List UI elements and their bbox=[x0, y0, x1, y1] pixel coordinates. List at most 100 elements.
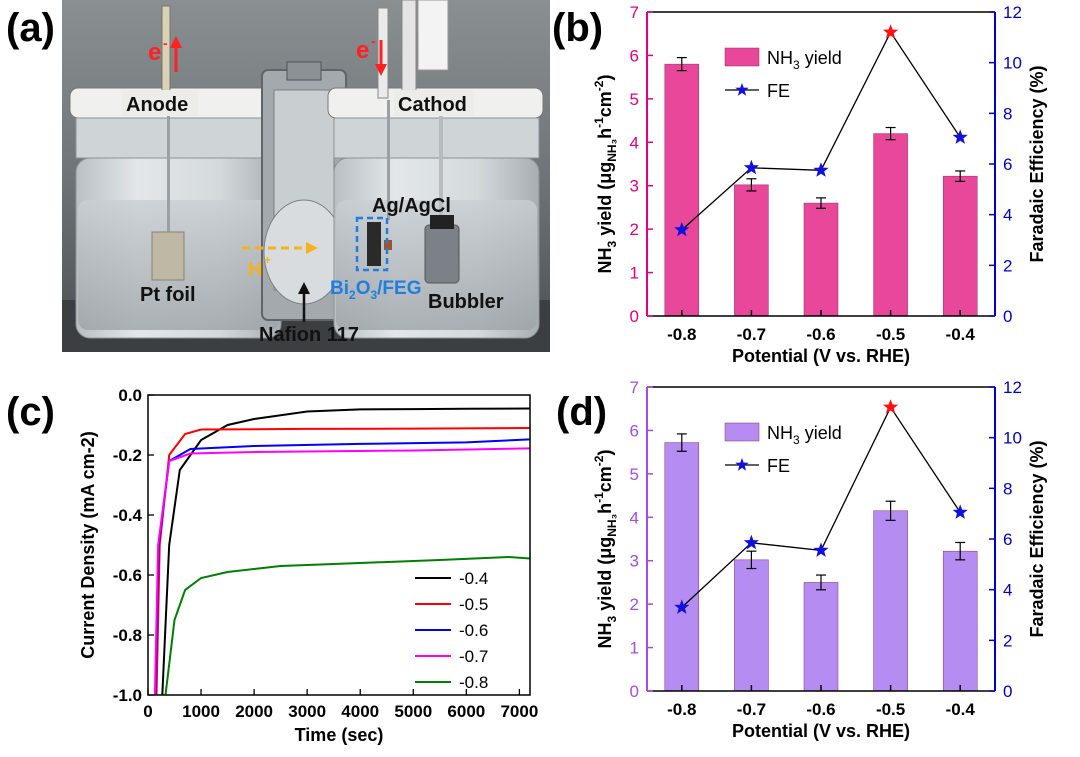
legend-label--0.4: -0.4 bbox=[459, 569, 488, 588]
x-axis-title: Potential (V vs. RHE) bbox=[732, 721, 910, 741]
right-tick-label: 8 bbox=[1003, 104, 1012, 123]
left-axis-title: NH3 yield (μgNH₃h-1cm-2) bbox=[592, 450, 619, 649]
left-tick-label: 4 bbox=[630, 508, 639, 527]
legend-label--0.6: -0.6 bbox=[459, 621, 488, 640]
fe-point--0.5 bbox=[883, 24, 899, 39]
bar--0.4 bbox=[942, 550, 978, 692]
right-tick-label: 10 bbox=[1003, 429, 1022, 448]
bi2o3-label: Bi2O3/FEG bbox=[330, 278, 422, 302]
right-tick-label: 2 bbox=[1003, 256, 1012, 275]
legend-swatch-bar bbox=[724, 47, 760, 67]
cell-photograph: e - e - Anode Cathod Pt foil H + Ag/AgCl… bbox=[62, 0, 550, 352]
right-axis-title: Faradaic Efficiency (%) bbox=[1027, 65, 1047, 262]
left-tick-label: 1 bbox=[630, 639, 639, 658]
left-tick-label: 7 bbox=[630, 3, 639, 22]
right-tick-label: 0 bbox=[1003, 682, 1012, 701]
svg-text:-: - bbox=[371, 33, 376, 49]
pt-foil bbox=[151, 231, 185, 281]
bar--0.6 bbox=[803, 202, 839, 317]
clamp bbox=[261, 61, 347, 321]
right-tick-label: 2 bbox=[1003, 631, 1012, 650]
left-tick-label: 7 bbox=[630, 378, 639, 397]
left-tick-label: 6 bbox=[630, 421, 639, 440]
bar--0.8 bbox=[664, 442, 700, 692]
series-line--0.7 bbox=[153, 447, 531, 696]
fe-point--0.6 bbox=[813, 162, 829, 177]
right-tick-label: 10 bbox=[1003, 54, 1022, 73]
x-tick-label: -0.8 bbox=[667, 325, 696, 344]
legend-swatch-bar bbox=[724, 422, 760, 442]
right-tick-label: 12 bbox=[1003, 3, 1022, 22]
legend-label-fe: FE bbox=[767, 81, 790, 101]
ag-agcl-label: Ag/AgCl bbox=[372, 195, 451, 217]
x-tick-label: -0.4 bbox=[946, 325, 976, 344]
fe-point--0.8 bbox=[674, 221, 690, 237]
fe-point--0.5 bbox=[883, 399, 899, 414]
bar--0.8 bbox=[664, 63, 700, 317]
y-axis-title: Current Density (mA cm-2) bbox=[78, 431, 98, 658]
series-line--0.8 bbox=[164, 555, 531, 696]
x-tick-label: -0.4 bbox=[946, 700, 976, 719]
legend-label-nh3: NH3 yield bbox=[767, 48, 842, 72]
left-tick-label: 0 bbox=[630, 307, 639, 326]
x-tick-label: -0.5 bbox=[876, 700, 905, 719]
left-axis-title: NH3 yield (μgNH₃h-1cm-2) bbox=[592, 75, 619, 274]
panel-label-b: (b) bbox=[552, 6, 604, 50]
x-tick-label: 7000 bbox=[500, 702, 538, 721]
x-tick-label: 2000 bbox=[235, 702, 273, 721]
panel-label-d: (d) bbox=[556, 390, 608, 434]
x-tick-label: 5000 bbox=[394, 702, 432, 721]
right-tick-label: 12 bbox=[1003, 378, 1022, 397]
bubbler-label: Bubbler bbox=[428, 291, 504, 313]
e-label-left: e bbox=[148, 39, 161, 66]
panel-label-c: (c) bbox=[6, 390, 55, 434]
legend-label--0.8: -0.8 bbox=[459, 673, 488, 692]
y-tick-label: -0.4 bbox=[113, 506, 143, 525]
x-tick-label: -0.6 bbox=[806, 325, 835, 344]
fe-point--0.8 bbox=[674, 599, 690, 614]
cathode-label: Cathod bbox=[398, 94, 467, 116]
y-tick-label: 0.0 bbox=[118, 386, 142, 405]
right-axis-title: Faradaic Efficiency (%) bbox=[1027, 440, 1047, 637]
x-tick-label: -0.7 bbox=[737, 325, 766, 344]
plot-frame bbox=[147, 394, 531, 696]
legend-star-fe bbox=[735, 458, 749, 471]
bar--0.7 bbox=[734, 184, 769, 317]
x-tick-label: 1000 bbox=[182, 702, 220, 721]
bar--0.4 bbox=[942, 175, 978, 317]
series-line--0.4 bbox=[161, 407, 531, 696]
fe-point--0.6 bbox=[813, 542, 829, 557]
fe-point--0.4 bbox=[952, 129, 968, 144]
left-tick-label: 6 bbox=[630, 46, 639, 65]
left-tick-label: 2 bbox=[630, 595, 639, 614]
x-tick-label: -0.8 bbox=[667, 700, 696, 719]
x-axis-title: Potential (V vs. RHE) bbox=[732, 346, 910, 366]
right-tick-label: 4 bbox=[1003, 206, 1012, 225]
left-tick-label: 3 bbox=[630, 177, 639, 196]
bar--0.5 bbox=[873, 133, 908, 317]
left-tick-label: 4 bbox=[630, 133, 639, 152]
x-axis-title: Time (sec) bbox=[295, 725, 384, 745]
bubbler-stone bbox=[424, 224, 460, 284]
dashed-highlight-box bbox=[355, 216, 389, 272]
legend-star-fe bbox=[735, 83, 749, 96]
y-tick-label: -0.8 bbox=[113, 626, 142, 645]
fe-point--0.7 bbox=[743, 534, 759, 550]
right-tick-label: 6 bbox=[1003, 155, 1012, 174]
right-tick-label: 8 bbox=[1003, 479, 1012, 498]
y-tick-label: -0.6 bbox=[113, 566, 142, 585]
left-tick-label: 2 bbox=[630, 220, 639, 239]
x-tick-label: 6000 bbox=[447, 702, 485, 721]
x-tick-label: -0.7 bbox=[737, 700, 766, 719]
chart-c-current-density: 0 1000 2000 3000 4000 5000 6000 7000 0.0 -0.2 -0.4… bbox=[78, 386, 538, 745]
legend-label-nh3: NH3 yield bbox=[767, 423, 842, 447]
left-tick-label: 0 bbox=[630, 682, 639, 701]
nafion-label: Nafion 117 bbox=[259, 324, 359, 346]
left-tick-label: 3 bbox=[630, 552, 639, 571]
x-tick-label: 0 bbox=[143, 702, 152, 721]
e-label-right: e bbox=[356, 37, 369, 64]
y-tick-label: -1.0 bbox=[113, 686, 142, 705]
bar--0.5 bbox=[873, 510, 908, 692]
h-plus-label: H bbox=[248, 259, 262, 281]
